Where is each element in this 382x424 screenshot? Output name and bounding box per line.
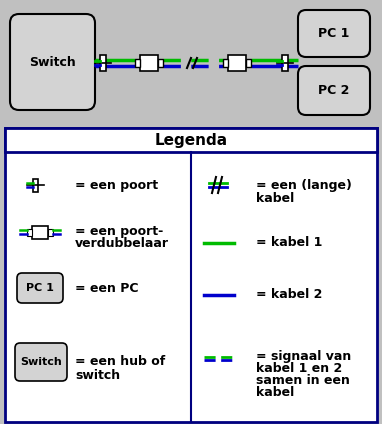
Text: = signaal van: = signaal van [256, 350, 351, 363]
Bar [246, 59, 251, 67]
Bar [135, 59, 140, 67]
Text: = kabel 1: = kabel 1 [256, 237, 322, 249]
Text: = een hub of: = een hub of [75, 355, 165, 368]
Text: Switch: Switch [29, 56, 76, 69]
Bar [5, 128, 377, 422]
Text: kabel 1 en 2: kabel 1 en 2 [256, 362, 342, 375]
FancyBboxPatch shape [17, 273, 63, 303]
FancyBboxPatch shape [298, 10, 370, 57]
FancyBboxPatch shape [15, 343, 67, 381]
Text: = een (lange): = een (lange) [256, 179, 352, 192]
Bar [48, 229, 53, 235]
Text: kabel: kabel [256, 192, 294, 205]
Text: PC 1: PC 1 [318, 27, 350, 40]
Text: PC 1: PC 1 [26, 283, 54, 293]
Text: = een poort-: = een poort- [75, 225, 163, 238]
Bar [140, 55, 158, 71]
Text: Switch: Switch [20, 357, 62, 367]
FancyBboxPatch shape [298, 66, 370, 115]
Text: PC 2: PC 2 [318, 84, 350, 97]
Text: verdubbelaar: verdubbelaar [75, 237, 169, 250]
Bar [27, 229, 32, 235]
Text: switch: switch [75, 369, 120, 382]
Text: = een poort: = een poort [75, 179, 158, 192]
Bar [228, 55, 246, 71]
Bar [100, 55, 106, 71]
Bar [32, 179, 37, 192]
Text: Legenda: Legenda [154, 132, 228, 148]
Bar [32, 226, 48, 238]
Bar [223, 59, 228, 67]
Text: = kabel 2: = kabel 2 [256, 288, 322, 301]
Text: = een PC: = een PC [75, 282, 139, 295]
Text: kabel: kabel [256, 386, 294, 399]
Text: samen in een: samen in een [256, 374, 350, 387]
Bar [5, 128, 377, 152]
FancyBboxPatch shape [10, 14, 95, 110]
Bar [282, 55, 288, 71]
Bar [158, 59, 163, 67]
